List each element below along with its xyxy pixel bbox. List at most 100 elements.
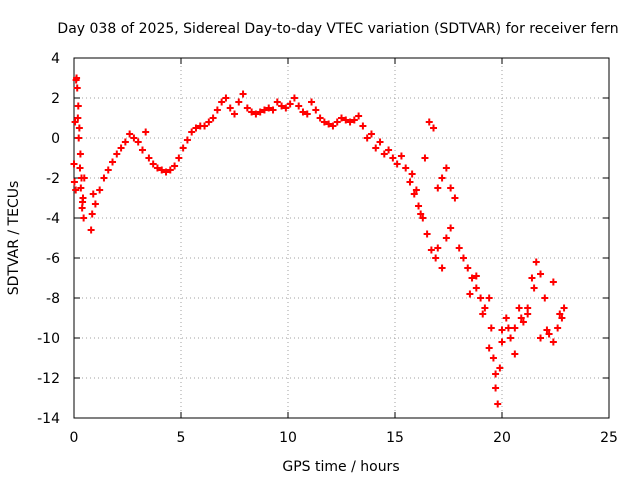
data-point [273, 98, 281, 106]
x-axis-label: GPS time / hours [282, 459, 399, 475]
data-point [286, 100, 294, 108]
data-point [329, 122, 337, 130]
data-point [455, 244, 463, 252]
data-point [519, 318, 527, 326]
data-point [389, 154, 397, 162]
data-point [316, 114, 324, 122]
data-point [308, 98, 316, 106]
data-point [145, 154, 153, 162]
data-point [537, 270, 545, 278]
data-point [367, 130, 375, 138]
data-point [162, 168, 170, 176]
data-point [504, 324, 512, 332]
x-tick-label: 0 [70, 430, 79, 446]
data-point [213, 106, 221, 114]
data-point [415, 202, 423, 210]
data-point [537, 334, 545, 342]
data-point [235, 98, 243, 106]
y-tick-label: -6 [46, 251, 60, 267]
data-point [130, 134, 138, 142]
data-point [419, 214, 427, 222]
data-point [406, 178, 414, 186]
data-point [498, 326, 506, 334]
data-point [466, 290, 474, 298]
data-point [117, 144, 125, 152]
data-point [376, 138, 384, 146]
data-point [492, 384, 500, 392]
x-tick-label: 20 [493, 430, 511, 446]
data-point [209, 114, 217, 122]
data-point [479, 310, 487, 318]
y-tick-label: -14 [37, 411, 60, 427]
data-point [252, 110, 260, 118]
data-point [489, 354, 497, 362]
data-point [325, 120, 333, 128]
y-tick-label: 0 [51, 131, 60, 147]
data-point [126, 130, 134, 138]
data-point [402, 164, 410, 172]
data-point [260, 106, 268, 114]
data-point [134, 138, 142, 146]
data-point [179, 144, 187, 152]
data-point [278, 102, 286, 110]
data-point [113, 150, 121, 158]
data-point [447, 184, 455, 192]
data-point [256, 108, 264, 116]
data-point [442, 234, 450, 242]
data-point [79, 194, 87, 202]
data-point [472, 272, 480, 280]
data-point [530, 284, 538, 292]
data-point [76, 164, 84, 172]
data-point [303, 110, 311, 118]
data-point [192, 124, 200, 132]
data-point [75, 134, 83, 142]
y-tick-label: -4 [46, 211, 60, 227]
data-point [438, 264, 446, 272]
data-point [80, 214, 88, 222]
data-point [243, 104, 251, 112]
y-tick-label: -12 [37, 371, 60, 387]
y-tick-label: 4 [51, 51, 60, 67]
y-tick-label: -2 [46, 171, 60, 187]
data-point [269, 106, 277, 114]
data-point [80, 174, 88, 182]
data-point [528, 274, 536, 282]
data-point [502, 314, 510, 322]
data-point [432, 254, 440, 262]
data-point [549, 278, 557, 286]
data-point [372, 144, 380, 152]
data-point [380, 150, 388, 158]
data-point [175, 154, 183, 162]
data-point [417, 210, 425, 218]
data-point [222, 94, 230, 102]
data-point [138, 146, 146, 154]
data-point [70, 178, 78, 186]
data-point [73, 74, 81, 82]
y-tick-label: 2 [51, 91, 60, 107]
y-tick-label: -8 [46, 291, 60, 307]
data-point [100, 174, 108, 182]
data-point [104, 166, 112, 174]
data-point [438, 174, 446, 182]
data-point [558, 314, 566, 322]
data-point [421, 154, 429, 162]
data-point [517, 314, 525, 322]
data-point [121, 138, 129, 146]
data-point [427, 246, 435, 254]
data-point [494, 400, 502, 408]
data-point [350, 116, 358, 124]
data-point [183, 136, 191, 144]
data-point [434, 184, 442, 192]
x-tick-label: 25 [600, 430, 618, 446]
data-point [76, 150, 84, 158]
data-point [549, 338, 557, 346]
data-point [524, 304, 532, 312]
data-point [496, 364, 504, 372]
data-point [312, 106, 320, 114]
data-point [430, 124, 438, 132]
data-point [239, 90, 247, 98]
data-point [231, 110, 238, 118]
data-point [485, 294, 493, 302]
